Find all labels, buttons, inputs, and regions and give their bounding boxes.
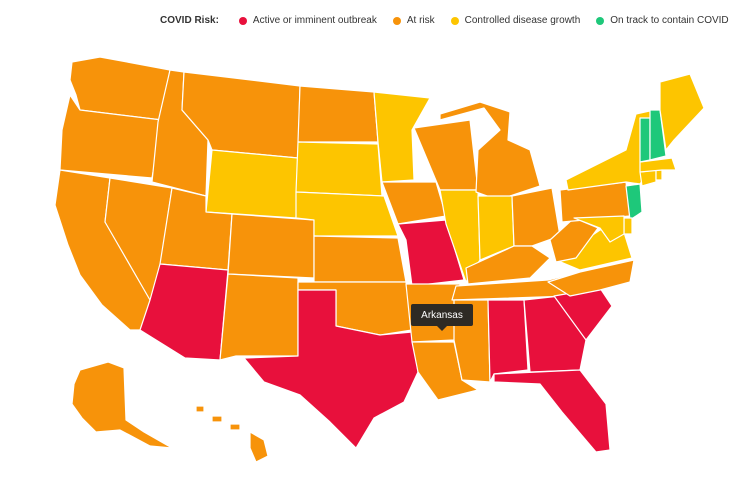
state-vt[interactable]	[639, 117, 651, 163]
green-dot-icon	[596, 16, 605, 25]
tooltip-label: Arkansas	[421, 309, 463, 321]
state-nd[interactable]	[297, 85, 379, 143]
state-me[interactable]	[659, 73, 705, 151]
state-mo[interactable]	[397, 219, 465, 287]
legend-item-on-track: On track to contain COVID	[596, 15, 729, 26]
state-ct[interactable]	[639, 169, 657, 187]
state-nm[interactable]	[219, 273, 299, 361]
state-tooltip: Arkansas	[411, 304, 473, 326]
state-hi[interactable]	[249, 431, 269, 463]
legend-item-controlled: Controlled disease growth	[450, 15, 581, 26]
state-ri[interactable]	[655, 169, 663, 181]
legend-label: Controlled disease growth	[464, 15, 581, 26]
state-nc[interactable]	[547, 259, 635, 297]
state-nh[interactable]	[649, 109, 667, 161]
tooltip-arrow	[437, 326, 447, 331]
map-legend: COVID Risk: Active or imminent outbreak …	[160, 15, 729, 26]
state-al[interactable]	[487, 299, 529, 383]
legend-label: Active or imminent outbreak	[252, 15, 377, 26]
state-tx[interactable]	[243, 289, 419, 449]
state-ma[interactable]	[639, 157, 677, 173]
state-ks[interactable]	[313, 235, 407, 283]
state-ky[interactable]	[465, 245, 551, 285]
state-oh[interactable]	[511, 187, 561, 247]
state-md[interactable]	[573, 215, 625, 243]
state-mi[interactable]	[439, 101, 541, 201]
legend-title: COVID Risk:	[160, 15, 219, 26]
legend-label: At risk	[406, 15, 435, 26]
state-hi-island-1[interactable]	[195, 405, 205, 413]
state-de[interactable]	[623, 217, 633, 235]
state-co[interactable]	[227, 213, 315, 279]
state-hi-island-3[interactable]	[229, 423, 241, 431]
legend-item-active-outbreak: Active or imminent outbreak	[238, 15, 377, 26]
red-dot-icon	[238, 16, 247, 25]
legend-label: On track to contain COVID	[610, 15, 729, 26]
state-mn[interactable]	[373, 91, 431, 183]
state-nj[interactable]	[625, 183, 643, 221]
yellow-dot-icon	[450, 16, 459, 25]
state-fl[interactable]	[493, 369, 611, 453]
state-hi-island-2[interactable]	[211, 415, 223, 423]
state-ak[interactable]	[71, 361, 173, 449]
orange-dot-icon	[392, 16, 401, 25]
state-sd[interactable]	[295, 141, 383, 197]
state-wi[interactable]	[413, 119, 479, 191]
state-wy[interactable]	[205, 149, 299, 219]
legend-item-at-risk: At risk	[392, 15, 435, 26]
